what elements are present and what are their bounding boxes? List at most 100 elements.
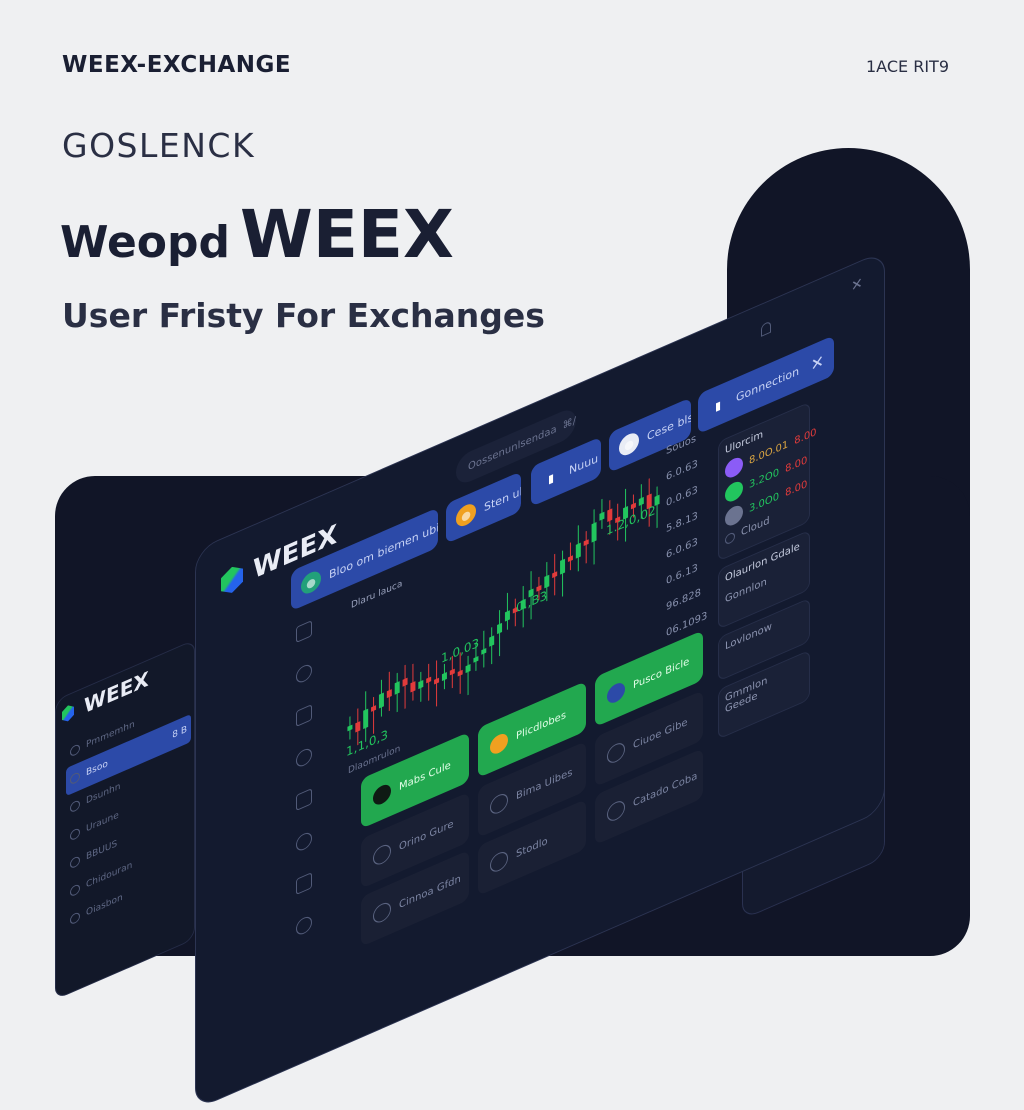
nav-icon — [70, 827, 80, 842]
candle[interactable] — [646, 493, 652, 510]
headline-part-a: Weopd — [60, 217, 231, 268]
bell-icon[interactable] — [761, 320, 771, 337]
nav-icon — [70, 911, 80, 926]
candle[interactable] — [528, 588, 534, 598]
candle[interactable] — [347, 724, 353, 732]
price-level: 0.0.63 — [666, 484, 698, 510]
candle[interactable] — [363, 708, 369, 730]
book-icon[interactable] — [296, 746, 312, 770]
candle[interactable] — [457, 669, 463, 677]
candle[interactable] — [583, 539, 589, 547]
candle[interactable] — [426, 676, 432, 684]
option-icon — [490, 790, 508, 817]
candle[interactable] — [489, 635, 495, 647]
candlestick-chart[interactable] — [346, 473, 661, 750]
tab-1[interactable]: ● Sten ulds — [446, 471, 521, 544]
candle[interactable] — [465, 664, 471, 674]
coin-icon: ● — [619, 429, 639, 459]
row-change: 8.00 — [785, 478, 808, 499]
price-level: 96.828 — [666, 586, 701, 614]
candle[interactable] — [355, 721, 361, 733]
option-icon — [607, 740, 625, 766]
option-label: Ciuoe Gibe — [633, 716, 688, 752]
row-value: 3.2O0 — [749, 466, 780, 491]
action-label: Pusco Bicle — [633, 655, 690, 692]
link-icon[interactable] — [296, 788, 312, 812]
candle[interactable] — [536, 585, 542, 592]
circle-icon[interactable] — [296, 830, 312, 854]
nav-icon — [70, 799, 80, 814]
row-value: 3.0O0 — [749, 490, 780, 515]
candle[interactable] — [599, 511, 605, 521]
headline: Weopd WEEX — [60, 196, 454, 273]
nav-label: Bsoo — [86, 759, 108, 779]
signal-icon: ▮ — [714, 397, 722, 414]
candle[interactable] — [378, 692, 384, 709]
bitcoin-icon: ● — [456, 500, 476, 530]
nav-icon — [70, 855, 80, 870]
chart-icon[interactable] — [296, 662, 312, 686]
tab-3[interactable]: ● Cese bls — [609, 397, 691, 473]
candle[interactable] — [607, 508, 613, 522]
option-icon — [373, 899, 391, 926]
panel-text: Gmmlon Geede — [725, 675, 768, 716]
price-level: 0.6.13 — [666, 562, 698, 588]
action-label: Plicdlobes — [516, 709, 567, 742]
candle[interactable] — [481, 648, 487, 655]
coin-icon — [725, 454, 743, 481]
candle[interactable] — [575, 542, 581, 559]
candle[interactable] — [638, 496, 644, 506]
candle[interactable] — [386, 689, 392, 699]
close-icon[interactable]: ✕ — [851, 274, 863, 296]
tab-label: Nuuu — [569, 451, 599, 477]
logo-icon — [221, 562, 243, 598]
candle[interactable] — [418, 680, 424, 690]
candle[interactable] — [504, 610, 510, 622]
candle[interactable] — [552, 571, 558, 579]
globe-icon[interactable] — [296, 704, 312, 728]
candle[interactable] — [410, 681, 416, 693]
candle[interactable] — [402, 677, 408, 687]
secondary-panel: WEEX Pmmemhn Bsoo 8 B Dsunhn Uraune BBUUS Chid… — [55, 639, 195, 1000]
nav-icon — [70, 771, 80, 786]
candle[interactable] — [520, 598, 526, 611]
candle[interactable] — [497, 622, 503, 635]
layout-icon[interactable] — [296, 620, 312, 644]
option-label: Cinnoa Gfdn — [399, 872, 461, 911]
coin-icon: ● — [301, 568, 321, 597]
candle[interactable] — [371, 705, 377, 712]
candle[interactable] — [615, 516, 621, 524]
candle[interactable] — [654, 494, 660, 507]
candle[interactable] — [544, 574, 550, 589]
candle[interactable] — [434, 677, 440, 685]
price-level: 6.0.63 — [666, 458, 698, 484]
candle[interactable] — [623, 506, 629, 520]
search-shortcut: ⌘/ — [562, 414, 577, 432]
candle[interactable] — [473, 656, 479, 663]
nav-icon — [70, 743, 80, 758]
close-icon[interactable]: ✕ — [810, 350, 824, 375]
candle[interactable] — [394, 681, 400, 695]
option-label: Stodlo — [516, 835, 548, 860]
candle[interactable] — [449, 668, 455, 676]
logo-icon — [62, 703, 74, 724]
nav-label: Oiasbon — [86, 892, 123, 919]
option-label: Catado Coba — [633, 770, 698, 810]
brand-title: WEEX-EXCHANGE — [62, 52, 292, 78]
action-icon — [373, 781, 391, 808]
candle[interactable] — [591, 522, 597, 543]
price-level: 5.8.13 — [666, 510, 698, 536]
candle[interactable] — [441, 672, 447, 682]
settings-icon[interactable] — [296, 914, 312, 938]
candle[interactable] — [512, 606, 518, 614]
candle[interactable] — [630, 502, 636, 510]
option-icon — [373, 841, 391, 868]
option-label: Orino Gure — [399, 818, 454, 853]
option-icon — [490, 848, 508, 875]
candle[interactable] — [560, 558, 566, 575]
shield-icon[interactable] — [296, 872, 312, 896]
candle[interactable] — [567, 555, 573, 563]
action-label: Mabs Cule — [399, 759, 451, 793]
corner-text: 1ACE RIT9 — [866, 57, 949, 76]
nav-value: 8 B — [172, 724, 187, 742]
